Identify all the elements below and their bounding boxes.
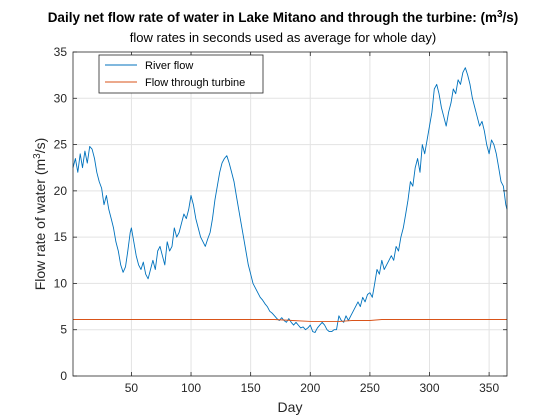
plot-area: [73, 52, 507, 376]
legend-label-turbine-flow: Flow through turbine: [145, 77, 245, 89]
x-tick-label: 100: [181, 381, 201, 395]
chart-subtitle: flow rates in seconds used as average fo…: [130, 30, 436, 45]
chart-title: Daily net flow rate of water in Lake Mit…: [48, 9, 519, 25]
legend-label-river-flow: River flow: [145, 60, 193, 72]
series-lines: [72, 67, 508, 333]
x-axis-label: Day: [278, 399, 303, 415]
x-tick-label: 250: [360, 381, 380, 395]
ticks: 50 100 150 200 250 300 350 0 5 10 15 20 25 30 35: [54, 45, 507, 395]
x-tick-label: 150: [241, 381, 261, 395]
y-tick-label: 30: [54, 91, 68, 105]
x-tick-label: 300: [419, 381, 439, 395]
y-tick-label: 5: [60, 323, 67, 337]
axes-box: [72, 51, 508, 377]
grid: [73, 52, 507, 376]
x-tick-label: 200: [300, 381, 320, 395]
y-tick-label: 15: [54, 230, 68, 244]
y-tick-label: 35: [54, 45, 68, 59]
series-line-turbine-flow: [73, 319, 507, 322]
y-tick-label: 20: [54, 184, 68, 198]
legend-box: [98, 54, 264, 94]
legend: River flow Flow through turbine: [98, 54, 264, 94]
y-tick-label: 0: [60, 369, 67, 383]
x-tick-label: 350: [479, 381, 499, 395]
y-tick-label: 10: [54, 276, 68, 290]
x-tick-label: 50: [125, 381, 139, 395]
y-axis-label: Flow rate of water (m3/s): [32, 138, 48, 291]
y-tick-label: 25: [54, 138, 68, 152]
